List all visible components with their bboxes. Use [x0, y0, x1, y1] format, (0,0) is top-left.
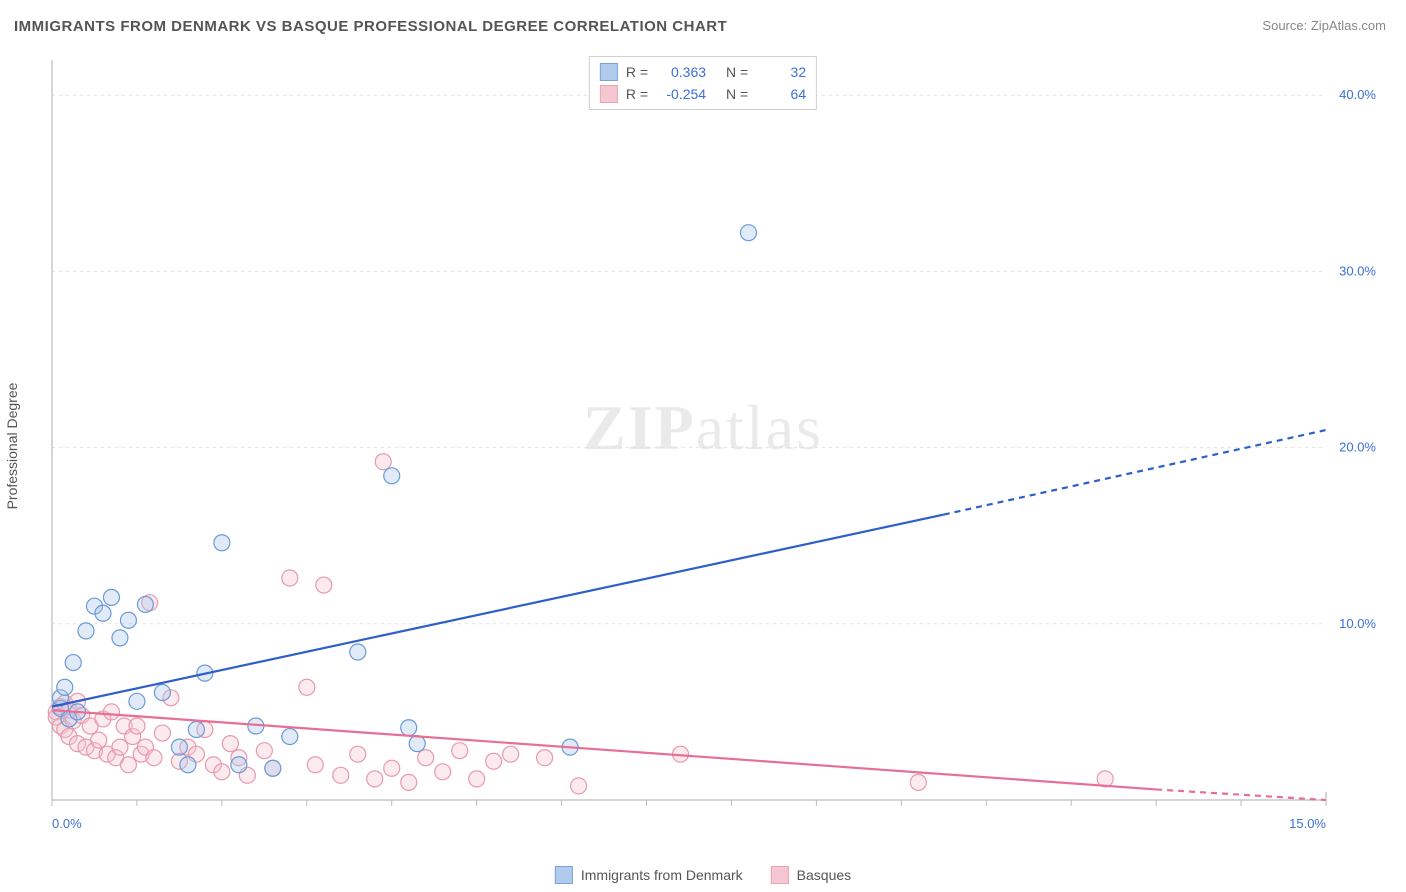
correlation-chart: IMMIGRANTS FROM DENMARK VS BASQUE PROFES… [0, 0, 1406, 892]
n-label: N = [726, 64, 748, 80]
r-value-denmark: 0.363 [656, 64, 706, 80]
svg-text:10.0%: 10.0% [1339, 616, 1376, 631]
swatch-basques [600, 85, 618, 103]
plot-area: 0.0% 15.0% 10.0% 20.0% 30.0% 40.0% [46, 50, 1386, 840]
n-value-denmark: 32 [756, 64, 806, 80]
legend-item-basques: Basques [771, 866, 851, 884]
r-label: R = [626, 86, 648, 102]
legend-item-denmark: Immigrants from Denmark [555, 866, 743, 884]
source-label: Source: [1262, 18, 1307, 33]
y-axis-label: Professional Degree [4, 383, 20, 510]
svg-text:15.0%: 15.0% [1289, 816, 1326, 831]
correlation-legend: R = 0.363 N = 32 R = -0.254 N = 64 [589, 56, 817, 110]
svg-text:40.0%: 40.0% [1339, 87, 1376, 102]
gridlines [52, 95, 1326, 624]
swatch-basques [771, 866, 789, 884]
source-link[interactable]: ZipAtlas.com [1311, 18, 1386, 33]
n-label: N = [726, 86, 748, 102]
source-attribution: Source: ZipAtlas.com [1262, 18, 1386, 33]
swatch-denmark [555, 866, 573, 884]
svg-text:0.0%: 0.0% [52, 816, 82, 831]
svg-text:20.0%: 20.0% [1339, 440, 1376, 455]
scatter-denmark [52, 225, 756, 777]
n-value-basques: 64 [756, 86, 806, 102]
axes [52, 60, 1326, 806]
swatch-denmark [600, 63, 618, 81]
legend-label-basques: Basques [797, 867, 851, 883]
r-value-basques: -0.254 [656, 86, 706, 102]
legend-row-denmark: R = 0.363 N = 32 [600, 61, 806, 83]
series-legend: Immigrants from Denmark Basques [555, 866, 851, 884]
chart-title: IMMIGRANTS FROM DENMARK VS BASQUE PROFES… [14, 18, 727, 35]
legend-label-denmark: Immigrants from Denmark [581, 867, 743, 883]
svg-text:30.0%: 30.0% [1339, 263, 1376, 278]
r-label: R = [626, 64, 648, 80]
trend-lines [52, 430, 1326, 800]
legend-row-basques: R = -0.254 N = 64 [600, 83, 806, 105]
